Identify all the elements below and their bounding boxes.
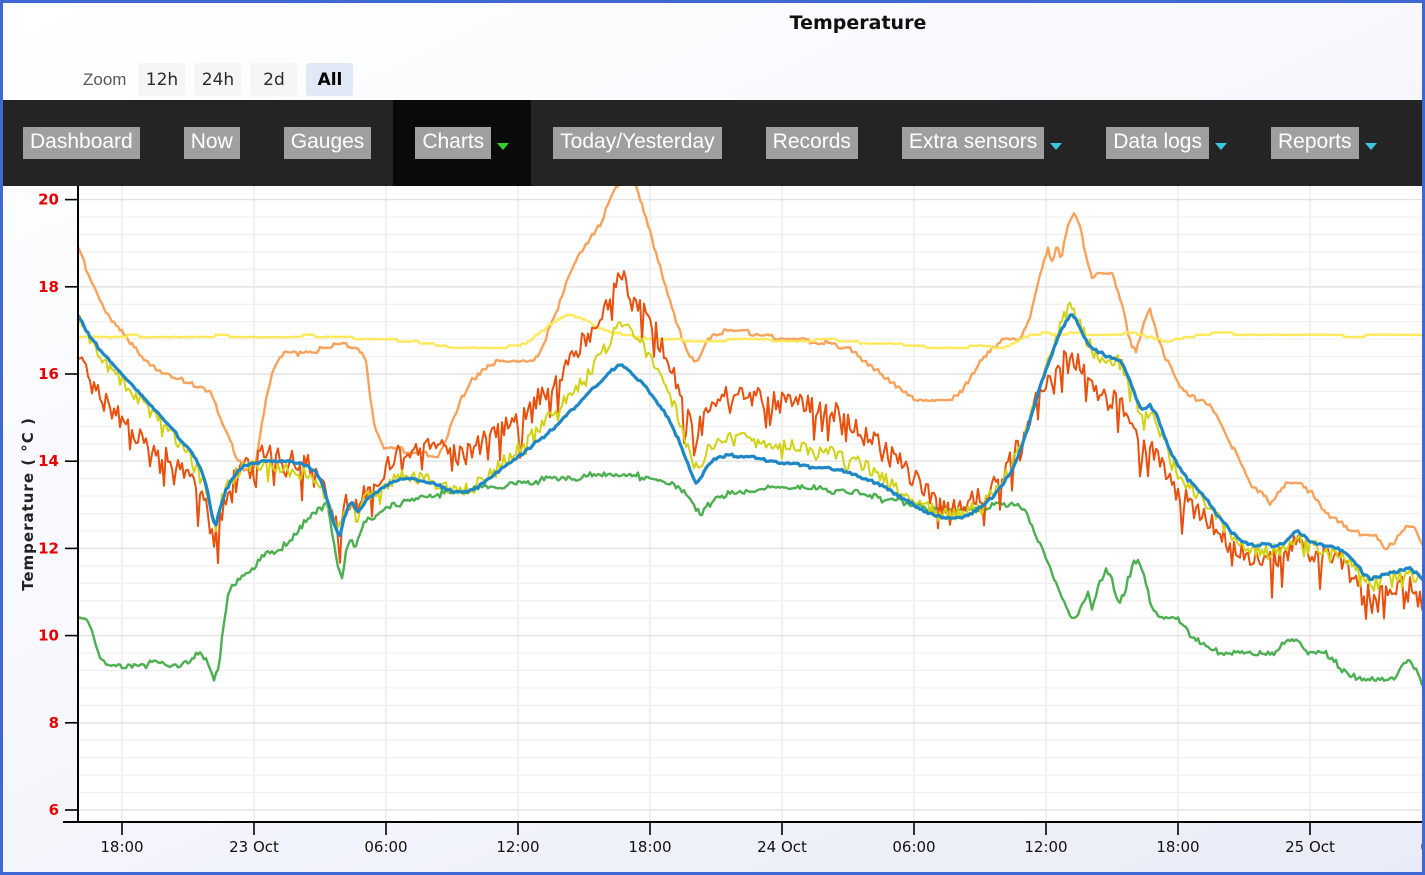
x-axis-tick-label: 24 Oct <box>757 838 807 856</box>
chart-area: 6 8 10 12 14 16 18 20 18:00 23 Oct 06:00 12:00 18:00… <box>3 186 1422 872</box>
y-axis-tick-label: 20 <box>38 191 59 209</box>
nav-item-dashboard[interactable]: Dashboard <box>23 100 140 186</box>
series-blue-line <box>78 313 1422 582</box>
y-axis-tick-label: 6 <box>49 801 59 819</box>
y-axis-tick-label: 16 <box>38 365 59 383</box>
gridlines <box>78 186 1422 822</box>
x-axis-tick-label: 18:00 <box>1156 838 1199 856</box>
nav-item-today-yesterday[interactable]: Today/Yesterday <box>553 100 722 186</box>
axes: 6 8 10 12 14 16 18 20 18:00 23 Oct 06:00 12:00 18:00… <box>19 186 1425 856</box>
nav-item-now[interactable]: Now <box>183 100 240 186</box>
nav-item-records[interactable]: Records <box>765 100 858 186</box>
plot-background <box>78 186 1422 822</box>
dropdown-caret-icon <box>1364 142 1377 150</box>
zoom-range-button-24h[interactable]: 24h <box>194 63 242 96</box>
page-title: Temperature <box>789 12 927 34</box>
x-axis-tick-label: 06:00 <box>892 838 935 856</box>
x-axis-tick-label: 06:00 <box>364 838 407 856</box>
nav-item-label: Extra sensors <box>901 126 1045 160</box>
main-nav: Dashboard Now Gauges Charts Today/Yesterday R… <box>3 100 1422 186</box>
dropdown-caret-icon <box>1214 142 1227 150</box>
series-pale-yellow-line <box>78 313 1422 350</box>
dropdown-caret-icon <box>1050 142 1063 150</box>
y-axis-tick-label: 8 <box>49 714 59 732</box>
y-axis-tick-label: 14 <box>38 452 59 470</box>
series-green-line <box>78 471 1422 687</box>
y-axis-tick-label: 10 <box>38 627 59 645</box>
nav-item-label: Today/Yesterday <box>553 126 722 160</box>
temperature-chart[interactable]: 6 8 10 12 14 16 18 20 18:00 23 Oct 06:00 12:00 18:00… <box>3 186 1425 872</box>
x-axis-tick-label: 06:00 <box>1420 838 1425 856</box>
zoom-range-selector: Zoom 12h 24h 2d All <box>83 63 354 96</box>
dropdown-caret-icon <box>497 142 510 150</box>
nav-item-gauges[interactable]: Gauges <box>283 100 372 186</box>
x-axis-tick-label: 12:00 <box>496 838 539 856</box>
x-axis-tick-label: 23 Oct <box>229 838 279 856</box>
x-axis-tick-label: 12:00 <box>1024 838 1067 856</box>
nav-item-label: Reports <box>1270 126 1359 160</box>
nav-item-reports[interactable]: Reports <box>1270 100 1377 186</box>
series-yellow-line <box>78 301 1422 592</box>
y-axis-tick-label: 18 <box>38 278 59 296</box>
zoom-range-button-all[interactable]: All <box>306 63 354 96</box>
nav-item-label: Now <box>183 126 240 160</box>
nav-item-label: Data logs <box>1106 126 1209 160</box>
zoom-range-button-2d[interactable]: 2d <box>250 63 298 96</box>
series-red-line <box>78 270 1422 620</box>
nav-item-charts[interactable]: Charts <box>393 100 532 186</box>
nav-item-label: Charts <box>415 126 492 160</box>
x-axis-tick-label: 18:00 <box>100 838 143 856</box>
zoom-label: Zoom <box>83 69 127 89</box>
nav-item-label: Dashboard <box>23 126 140 160</box>
nav-item-extra-sensors[interactable]: Extra sensors <box>901 100 1063 186</box>
nav-item-label: Gauges <box>283 126 372 160</box>
nav-item-data-logs[interactable]: Data logs <box>1106 100 1227 186</box>
y-axis-tick-label: 12 <box>38 539 59 557</box>
chart-series <box>78 186 1422 687</box>
series-orange-line <box>78 186 1422 551</box>
zoom-range-button-12h[interactable]: 12h <box>138 63 186 96</box>
nav-item-label: Records <box>765 126 858 160</box>
x-axis-tick-label: 25 Oct <box>1285 838 1335 856</box>
x-axis-tick-label: 18:00 <box>628 838 671 856</box>
y-axis-title: Temperature ( °C ) <box>19 417 37 591</box>
